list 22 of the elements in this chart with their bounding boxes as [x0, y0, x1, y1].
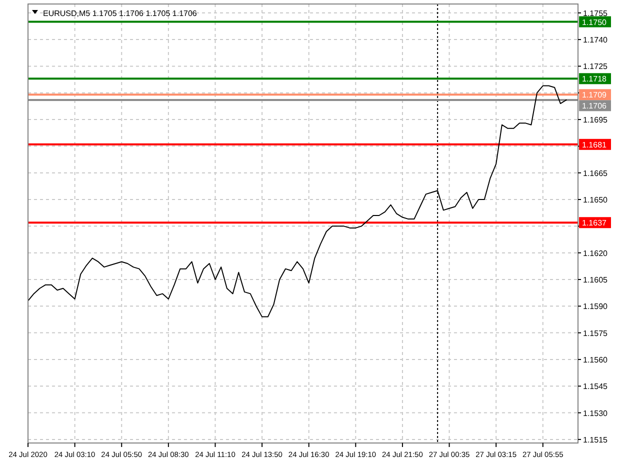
y-tick-label: 1.1515 — [583, 435, 608, 444]
y-tick-label: 1.1530 — [583, 408, 608, 418]
ref-line-label: 1.1681 — [582, 140, 608, 150]
ref-line-label: 1.1637 — [582, 218, 608, 228]
ref-line-label: 1.1706 — [582, 102, 608, 111]
ref-line-label: 1.1709 — [582, 90, 608, 100]
y-tick-label: 1.1755 — [583, 8, 608, 18]
y-tick-label: 1.1740 — [583, 36, 608, 45]
y-tick-label: 1.1575 — [583, 328, 608, 338]
y-tick-label: 1.1650 — [583, 196, 608, 205]
y-tick-label: 1.1545 — [583, 382, 608, 392]
y-tick-label: 1.1560 — [583, 355, 608, 364]
ref-line-label: 1.1750 — [582, 18, 608, 27]
y-tick-label: 1.1605 — [583, 275, 608, 284]
text: EURUSD,M5 1.1705 1.1706 1.1705 1.1706 — [43, 9, 198, 18]
ref-line-label: 1.1718 — [582, 74, 608, 84]
y-tick-label: 1.1725 — [583, 62, 608, 72]
y-tick-label: 1.1695 — [583, 116, 608, 125]
y-tick-label: 1.1590 — [583, 302, 608, 312]
y-tick-label: 1.1620 — [583, 248, 608, 258]
y-tick-label: 1.1665 — [583, 168, 608, 178]
line-series — [28, 85, 567, 318]
